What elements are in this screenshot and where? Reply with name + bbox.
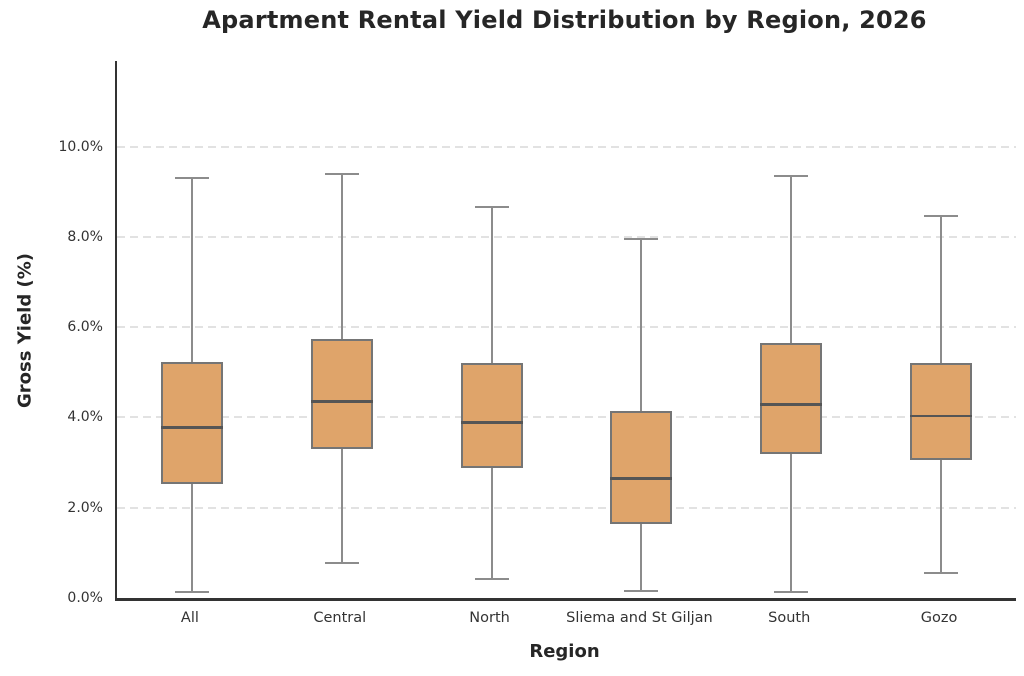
median-0: [160, 426, 223, 429]
whisker-cap-low-2: [474, 578, 509, 581]
box-4: [760, 342, 823, 454]
whisker-cap-high-1: [324, 172, 359, 175]
gridline-2: [117, 506, 1016, 509]
median-3: [610, 477, 673, 480]
gridline-8: [117, 235, 1016, 238]
ytick-label-0: 0.0%: [67, 590, 103, 606]
xtick-label-0: All: [180, 610, 199, 626]
median-5: [910, 414, 973, 418]
box-1: [310, 338, 373, 449]
whisker-cap-high-3: [624, 237, 659, 240]
whisker-cap-low-5: [924, 571, 959, 574]
median-1: [310, 400, 373, 403]
ytick-label-4: 4.0%: [67, 409, 103, 426]
whisker-cap-high-5: [924, 214, 959, 217]
gridline-4: [117, 416, 1016, 419]
whisker-cap-high-4: [774, 174, 809, 177]
plot-area: [115, 61, 1016, 601]
whisker-cap-low-1: [324, 562, 359, 565]
ytick-label-6: 6.0%: [67, 319, 103, 336]
median-2: [460, 421, 523, 424]
xtick-label-3: Sliema and St Giljan: [566, 610, 713, 626]
xtick-label-4: South: [768, 610, 811, 626]
chart-title: Apartment Rental Yield Distribution by R…: [202, 6, 927, 34]
x-axis-label: Region: [529, 641, 600, 662]
median-4: [760, 403, 823, 406]
ytick-label-10: 10.0%: [58, 138, 103, 155]
whisker-cap-high-0: [174, 177, 209, 180]
xtick-label-1: Central: [313, 610, 367, 626]
whisker-cap-low-3: [624, 589, 659, 592]
gridline-10: [117, 145, 1016, 148]
whisker-cap-low-4: [774, 590, 809, 593]
box-2: [460, 362, 523, 469]
ytick-label-2: 2.0%: [67, 499, 103, 516]
box-3: [610, 411, 673, 524]
whisker-cap-high-2: [474, 206, 509, 209]
whisker-cap-low-0: [174, 590, 209, 593]
box-5: [910, 362, 973, 461]
gridline-6: [117, 326, 1016, 329]
xtick-label-2: North: [469, 610, 510, 626]
ytick-label-8: 8.0%: [67, 228, 103, 245]
xtick-label-5: Gozo: [920, 610, 958, 626]
box-0: [160, 361, 223, 485]
